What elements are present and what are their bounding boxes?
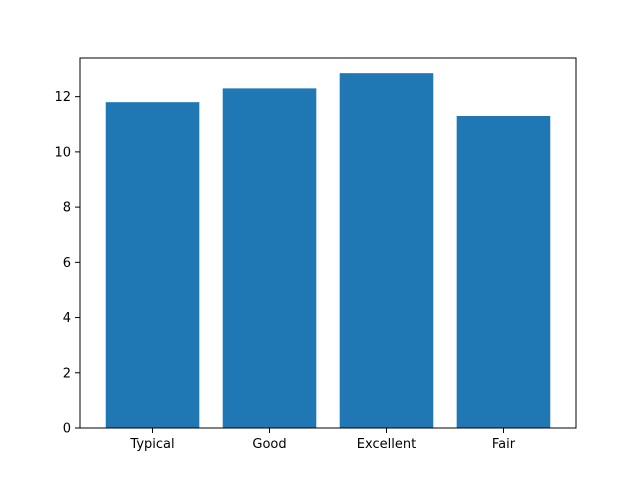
bar-good [222, 88, 317, 428]
y-tick-label-2: 2 [63, 366, 71, 381]
x-tick-label-fair: Fair [492, 437, 516, 452]
y-tick-label-8: 8 [63, 201, 71, 216]
x-tick-label-good: Good [252, 437, 286, 452]
y-tick-label-6: 6 [63, 256, 71, 271]
x-tick-label-excellent: Excellent [357, 437, 416, 452]
bar-typical [105, 102, 200, 428]
y-axis-ticks: 0 2 4 6 8 10 12 [54, 90, 80, 437]
y-tick-label-4: 4 [63, 311, 71, 326]
bars-group [105, 73, 551, 428]
bar-fair [456, 115, 551, 428]
x-axis-ticks: Typical Good Excellent Fair [129, 428, 516, 452]
y-tick-label-0: 0 [63, 422, 71, 437]
y-tick-label-12: 12 [54, 90, 71, 105]
plot-area-frame [79, 57, 577, 429]
y-tick-label-10: 10 [54, 145, 71, 160]
bar-excellent [339, 73, 434, 428]
x-tick-label-typical: Typical [129, 437, 174, 452]
